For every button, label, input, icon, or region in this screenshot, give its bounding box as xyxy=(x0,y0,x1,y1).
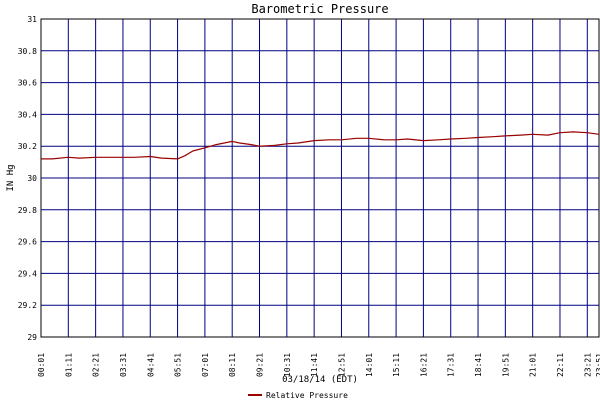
y-tick-label: 29.4 xyxy=(18,269,37,278)
y-tick-label: 29 xyxy=(27,333,37,342)
series-line-relative-pressure xyxy=(41,131,600,160)
x-tick-label: 19:51 xyxy=(501,353,510,377)
x-tick-label: 07:01 xyxy=(201,353,210,377)
chart-title: Barometric Pressure xyxy=(251,2,388,16)
x-tick-label: 08:11 xyxy=(228,353,237,377)
y-tick-label: 30 xyxy=(27,174,37,183)
x-tick-label: 01:11 xyxy=(64,353,73,377)
x-tick-label: 18:41 xyxy=(474,353,483,377)
x-tick-label: 21:01 xyxy=(529,353,538,377)
y-tick-label: 29.2 xyxy=(18,301,37,310)
x-tick-label: 16:21 xyxy=(419,353,428,377)
y-tick-label: 29.8 xyxy=(18,206,37,215)
x-tick-label: 10:31 xyxy=(283,353,292,377)
x-tick-label: 15:11 xyxy=(392,353,401,377)
x-tick-label: 22:11 xyxy=(556,353,565,377)
x-axis-label: 03/18/14 (EDT) xyxy=(282,375,358,385)
y-tick-label: 29.6 xyxy=(18,238,37,247)
legend-label-relative-pressure: Relative Pressure xyxy=(266,391,348,400)
series-layer xyxy=(41,131,600,160)
y-tick-label: 30.4 xyxy=(18,110,37,119)
y-axis-label: IN Hg xyxy=(6,164,16,191)
x-tick-label: 00:01 xyxy=(37,353,46,377)
x-tick-label: 02:21 xyxy=(92,353,101,377)
y-tick-label: 30.6 xyxy=(18,79,37,88)
y-tick-label: 31 xyxy=(27,15,37,24)
y-tick-labels: 29 29.2 29.4 29.6 29.8 30 30.2 30.4 30.6 30.8 31 xyxy=(18,15,37,342)
x-tick-label: 23:21 xyxy=(583,353,592,377)
legend: Relative Pressure xyxy=(248,391,348,400)
x-tick-label: 04:41 xyxy=(146,353,155,377)
x-tick-label: 12:51 xyxy=(337,353,346,377)
y-tick-label: 30.2 xyxy=(18,142,37,151)
x-tick-label: 14:01 xyxy=(365,353,374,377)
x-tick-label: 17:31 xyxy=(447,353,456,377)
y-tick-label: 30.8 xyxy=(18,47,37,56)
x-tick-label: 09:21 xyxy=(256,353,265,377)
x-tick-label: 05:51 xyxy=(174,353,183,377)
x-tick-label: 23:51 xyxy=(595,353,600,377)
x-tick-labels: 00:01 01:11 02:21 03:31 04:41 05:51 07:01 08:11… xyxy=(37,353,600,377)
x-tick-label: 03:31 xyxy=(119,353,128,377)
x-tick-label: 11:41 xyxy=(310,353,319,377)
grid-layer xyxy=(41,19,599,337)
